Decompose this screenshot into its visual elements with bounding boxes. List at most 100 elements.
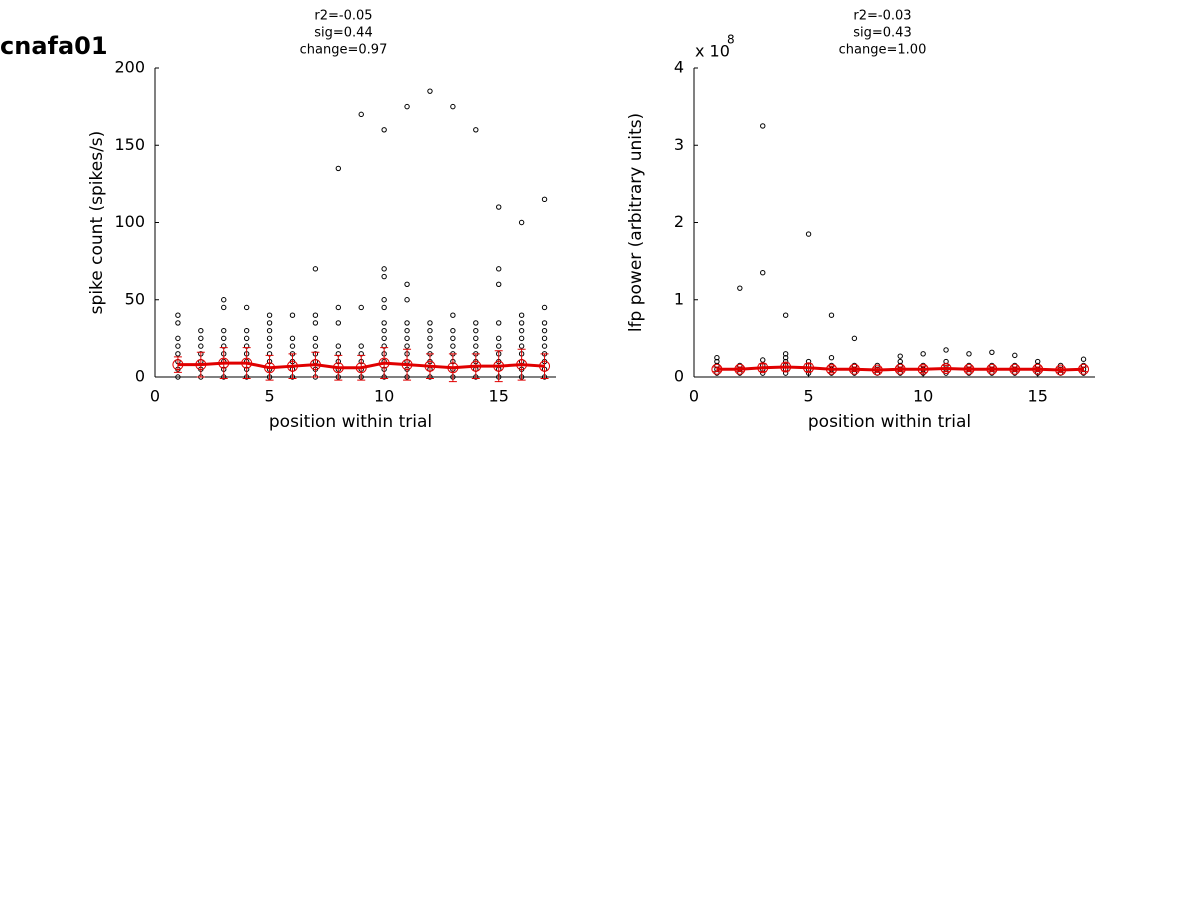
trial-point: [381, 327, 387, 334]
chart-title: sig=0.44: [314, 26, 372, 41]
mean-point: [401, 359, 413, 371]
trial-point: [897, 353, 903, 359]
trial-point: [473, 320, 479, 326]
trial-point: [427, 88, 433, 94]
trial-point: [312, 343, 319, 349]
mean-point: [940, 363, 952, 375]
error-bar: [265, 354, 274, 381]
trial-point: [243, 304, 250, 311]
trial-point: [782, 312, 789, 318]
trial-point: [518, 335, 525, 342]
trial-point: [496, 204, 502, 210]
error-bar: [1056, 367, 1065, 373]
mean-point: [493, 360, 505, 372]
trial-point: [266, 312, 273, 318]
mean-point: [825, 363, 837, 375]
trial-point: [450, 335, 456, 342]
trial-point: [541, 343, 548, 349]
trial-point: [473, 127, 479, 133]
trial-point: [427, 343, 433, 349]
trial-point: [335, 343, 342, 349]
mean-point: [711, 363, 723, 375]
trial-point: [427, 335, 433, 342]
trial-point: [473, 327, 479, 334]
error-bar: [471, 353, 480, 380]
trial-point: [312, 312, 319, 318]
trial-point: [175, 312, 181, 318]
trial-point: [473, 335, 479, 342]
trial-point: [221, 327, 227, 334]
trial-point: [358, 304, 364, 311]
trial-point: [450, 312, 456, 318]
trial-point: [289, 312, 296, 318]
chart-title: change=0.97: [300, 43, 388, 58]
mean-point: [1009, 363, 1021, 375]
trial-point: [1080, 356, 1087, 362]
mean-point: [516, 359, 528, 371]
trial-point: [760, 123, 766, 129]
error-bar: [517, 348, 526, 381]
y-multiplier: x 10: [695, 42, 730, 61]
trial-point: [966, 351, 972, 357]
trial-point: [381, 127, 387, 133]
chart-title: sig=0.43: [853, 26, 911, 41]
trial-point: [541, 320, 548, 326]
trial-point: [221, 297, 227, 303]
trial-point: [473, 343, 479, 349]
trial-point: [943, 347, 949, 353]
trial-point: [851, 335, 858, 342]
mean-point: [963, 363, 975, 375]
error-bar: [1079, 366, 1088, 373]
error-bar: [964, 366, 973, 373]
trial-point: [335, 304, 342, 311]
trial-point: [541, 327, 548, 334]
trial-point: [1012, 352, 1018, 359]
trial-point: [427, 327, 433, 334]
x-tick-label: 5: [264, 387, 274, 406]
error-bar: [334, 354, 343, 381]
trial-point: [541, 335, 548, 342]
x-tick-label: 15: [1028, 387, 1048, 406]
trial-point: [243, 335, 250, 342]
y-axis-label: lfp power (arbitrary units): [626, 113, 646, 332]
mean-point: [241, 357, 253, 369]
error-bar: [873, 367, 882, 373]
mean-point: [309, 359, 321, 371]
y-tick-label: 200: [114, 58, 145, 77]
trial-point: [381, 304, 387, 311]
trial-point: [737, 285, 743, 291]
mean-point: [1032, 363, 1044, 375]
x-tick-label: 15: [489, 387, 509, 406]
mean-point: [195, 359, 207, 371]
trial-point: [404, 103, 410, 110]
mean-point: [848, 363, 860, 375]
trial-point: [496, 335, 502, 342]
trial-point: [266, 343, 273, 349]
mean-point: [734, 363, 746, 375]
trial-point: [518, 320, 525, 326]
mean-point: [332, 362, 344, 374]
trial-point: [381, 297, 387, 303]
error-bar: [357, 354, 366, 381]
trial-point: [266, 320, 273, 326]
trial-point: [450, 327, 456, 334]
error-bar: [896, 366, 905, 373]
trial-point: [496, 266, 502, 272]
y-tick-label: 50: [125, 289, 145, 308]
trial-point: [828, 312, 835, 318]
mean-point: [1078, 363, 1090, 375]
error-bar: [540, 353, 549, 380]
error-bar: [288, 353, 297, 380]
y-tick-label: 1: [674, 289, 684, 308]
trial-point: [335, 320, 342, 326]
mean-point: [986, 363, 998, 375]
trial-point: [450, 343, 456, 349]
mean-point: [539, 360, 551, 372]
trial-point: [175, 351, 181, 357]
trial-point: [312, 320, 319, 326]
trial-point: [381, 266, 387, 272]
mean-point: [470, 360, 482, 372]
trial-point: [805, 231, 812, 237]
trial-point: [782, 351, 789, 357]
